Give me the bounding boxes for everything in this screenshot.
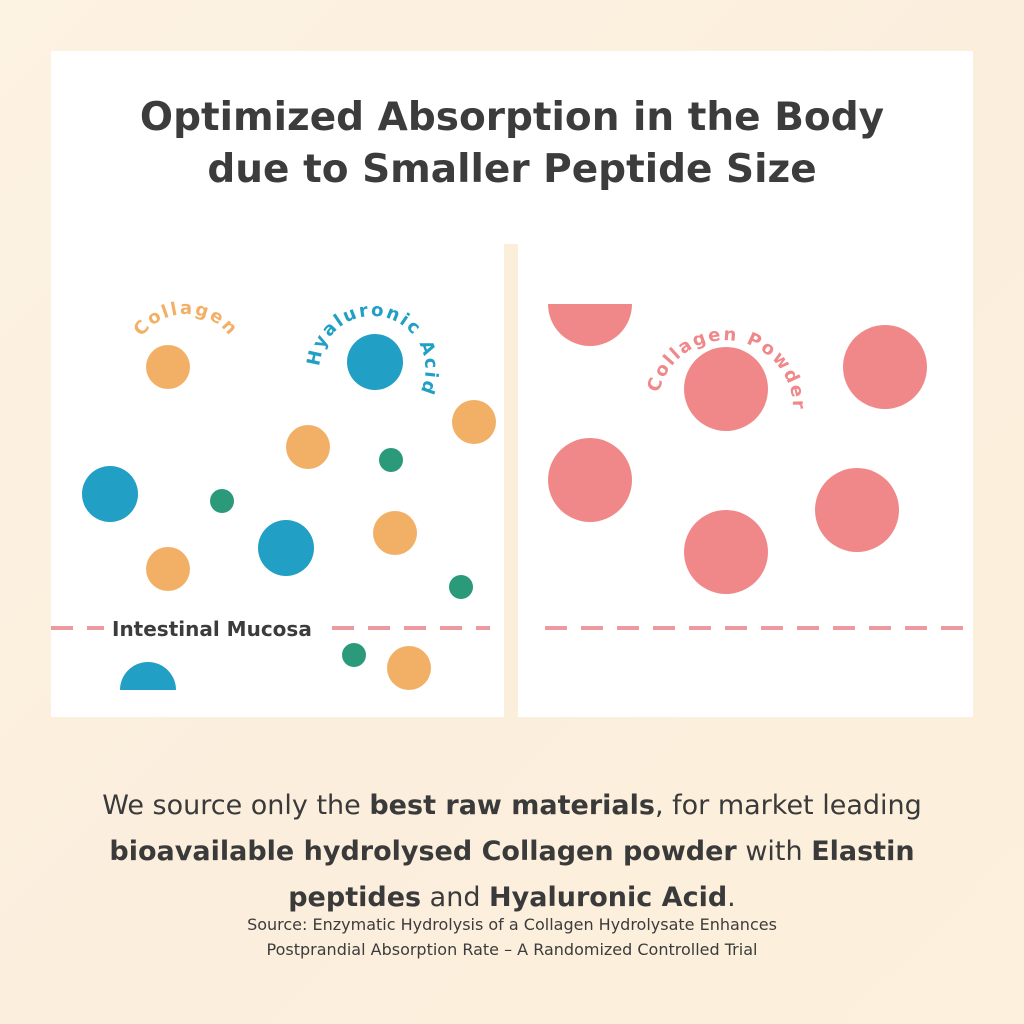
right-panel: Collagen Powder <box>545 304 973 630</box>
mucosa-label: Intestinal Mucosa <box>112 617 312 641</box>
collagen-particle <box>387 646 431 690</box>
source-citation: Source: Enzymatic Hydrolysis of a Collag… <box>80 912 944 962</box>
collagen-powder-particle <box>815 468 899 552</box>
hyaluronic-particle <box>347 334 403 390</box>
page-title: Optimized Absorption in the Body due to … <box>51 92 973 196</box>
tagline-bold-collagen-powder: bioavailable hydrolysed Collagen powder <box>109 836 737 867</box>
elastin-particle <box>210 489 234 513</box>
collagen-label-text: Collagen <box>129 298 240 340</box>
collagen-powder-particle <box>548 304 632 346</box>
collagen-powder-particle <box>843 325 927 409</box>
tagline-text-3: with <box>736 836 812 867</box>
elastin-particle <box>449 575 473 599</box>
source-line-2: Postprandial Absorption Rate – A Randomi… <box>266 940 758 959</box>
hyaluronic-particle <box>120 662 176 690</box>
collagen-particle <box>286 425 330 469</box>
panel-divider <box>504 244 518 720</box>
collagen-powder-particle <box>548 438 632 522</box>
collagen-particle <box>452 400 496 444</box>
source-line-1: Source: Enzymatic Hydrolysis of a Collag… <box>247 915 777 934</box>
left-panel: Intestinal Mucosa Collagen Hyaluronic Ac… <box>51 298 496 690</box>
tagline-text-5: . <box>727 882 736 913</box>
tagline-text-1: We source only the <box>102 790 370 821</box>
collagen-particle <box>373 511 417 555</box>
collagen-particle <box>146 345 190 389</box>
hyaluronic-particle <box>82 466 138 522</box>
tagline-bold-elastin: Elastin peptides <box>288 836 915 913</box>
tagline: We source only the best raw materials, f… <box>80 783 944 921</box>
tagline-text-2: , for market leading <box>654 790 922 821</box>
title-line-2: due to Smaller Peptide Size <box>207 147 817 192</box>
title-line-1: Optimized Absorption in the Body <box>139 95 885 140</box>
tagline-text-4: and <box>421 882 490 913</box>
hyaluronic-particle <box>258 520 314 576</box>
tagline-bold-hyaluronic: Hyaluronic Acid <box>489 882 728 913</box>
elastin-particle <box>342 643 366 667</box>
tagline-bold-raw-materials: best raw materials <box>369 790 655 821</box>
collagen-powder-particle <box>684 510 768 594</box>
collagen-particle <box>146 547 190 591</box>
elastin-particle <box>379 448 403 472</box>
collagen-label: Collagen <box>129 298 242 340</box>
collagen-powder-particle <box>684 347 768 431</box>
